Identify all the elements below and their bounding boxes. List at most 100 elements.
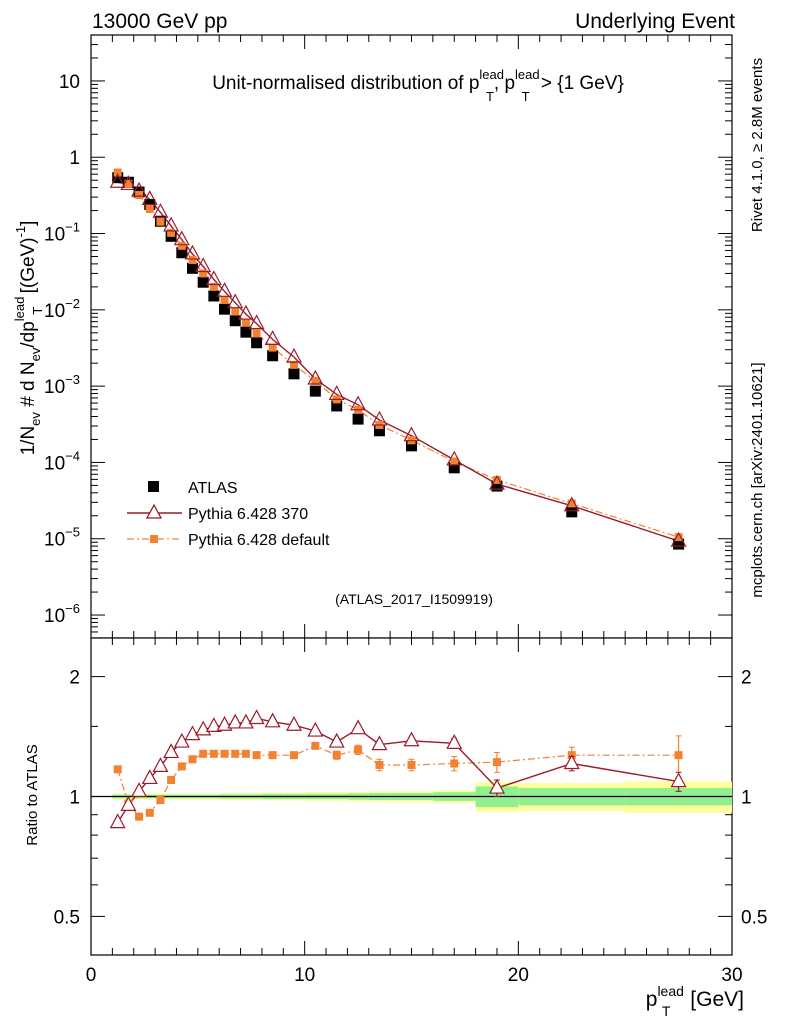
pythia-370-point [131,181,148,197]
ratio-y-axis-label: Ratio to ATLAS [24,744,41,845]
pythia-default-point [167,228,176,237]
pythia-default-point [492,475,501,484]
tick-base: 10 [44,377,65,398]
pythia-370-point [152,203,169,218]
tick-base: 10 [44,530,65,551]
ratio-pythia-370-point [141,769,158,785]
ratio-y-tick-label-right: 2 [741,668,752,689]
ratio-pythia-370-point [488,778,505,794]
ratio-pythia-default-point [450,759,459,768]
pythia-370-point [403,426,420,442]
pythia-default-point [188,255,197,264]
legend-marker-pythia-default [150,535,158,543]
atlas-point [448,462,460,474]
atlas-point [288,368,300,380]
ratio-pythia-default-point [492,758,501,767]
pythia-default-point [199,269,208,278]
ratio-pythia-default-point [177,762,186,771]
ratio-y-tick-label: 2 [69,668,80,689]
pythia-370-point [248,314,265,330]
ratio-pythia-370-point [670,772,687,788]
pythia-370-point [120,175,137,191]
mcplots-label: mcplots.cern.ch [arXiv:2401.10621] [749,362,766,597]
main-x-axis [90,35,733,638]
tick-exponent: −6 [65,601,80,616]
pythia-default-point [177,241,186,250]
pythia-default-point [241,318,250,327]
ratio-pythia-default-point [220,749,229,758]
ratio-pythia-default-point [156,795,165,804]
main-y-tick-label: 10−2 [44,296,80,322]
ratio-pythia-370-point [446,734,463,749]
main-title: Unit-normalised distribution of plead T, … [212,67,624,104]
ratio-pythia-370-point [173,732,190,748]
legend-label-pythia370: Pythia 6.428 370 [188,506,308,523]
ratio-pythia-370-point [403,731,420,747]
ratio-pythia-default-point [231,749,240,758]
atlas-point [219,303,231,315]
pythia-default-point [209,282,218,291]
pythia-370-point [563,496,580,512]
main-plot-frame [90,34,733,639]
tick-base: 10 [44,225,65,246]
pythia-default-point [113,168,122,177]
ratio-pythia-370-point [350,719,367,735]
pythia-370-point [163,216,180,232]
tick-base: 10 [44,606,65,627]
atlas-point [251,337,263,349]
ratio-pythia-370-point [328,732,345,748]
ratio-y-tick-label: 0.5 [54,907,80,928]
legend: ATLAS Pythia 6.428 370 Pythia 6.428 defa… [127,480,330,549]
pythia-370-line [117,181,679,542]
ratio-pythia-default-point [209,749,218,758]
pythia-default-point [268,343,277,352]
pythia-370-point [195,257,212,273]
atlas-point [267,350,279,362]
ratio-pythia-default-point [332,751,341,760]
ratio-pythia-default-point [252,751,261,760]
ratio-x-axis: 0 10 20 30 [86,638,743,986]
ratio-pythia-default-point [188,755,197,764]
ratio-pythia-default-point [135,812,144,821]
atlas-point [309,385,321,397]
pythia-default-point [145,204,154,213]
ratio-pythia-default-point [145,808,154,817]
pythia-370-point [109,172,126,188]
pythia-default-point [311,376,320,385]
ratio-uncertainty-band [91,781,732,813]
pythia-default-point [289,360,298,369]
atlas-point [208,290,220,302]
legend-marker-pythia370 [145,503,163,519]
pythia-default-point [674,533,683,542]
atlas-point [406,440,417,452]
ratio-pythia-370-point [237,713,254,729]
legend-label-atlas: ATLAS [188,480,238,497]
rivet-version-label: Rivet 4.1.0, ≥ 2.8M events [749,58,766,232]
ratio-pythia-default-point [113,765,122,774]
collision-label: 13000 GeV pp [92,10,227,33]
pythia-370-point [184,244,201,260]
ratio-pythia-default-point [167,776,176,785]
ratio-data-layer [109,709,687,829]
pythia-370-point [216,282,233,297]
atlas-point [331,400,343,412]
ratio-pythia-370-point [131,782,148,797]
atlas-point [197,276,209,288]
ratio-pythia-370-point [205,717,222,732]
ratio-pythia-default-point [199,749,208,758]
legend-label-pythia-default: Pythia 6.428 default [188,532,330,549]
main-y-tick-label: 10−1 [44,220,80,246]
x-tick-label: 30 [721,965,742,986]
ratio-y-axis: 2 2 1 1 0.5 0.5 [54,668,768,929]
ratio-pythia-default-point [674,751,683,760]
pythia-370-point [446,450,463,466]
pythia-370-point [371,410,388,426]
ratio-pythia-370-point [120,796,137,811]
ratio-pythia-default-point [289,751,298,760]
pythia-default-point [124,179,133,188]
main-y-axis-label: 1/Nev # d Nev/dplead T [(GeV)-1] [12,221,45,456]
tick-exponent: −1 [65,220,80,235]
pythia-default-point [450,457,459,466]
